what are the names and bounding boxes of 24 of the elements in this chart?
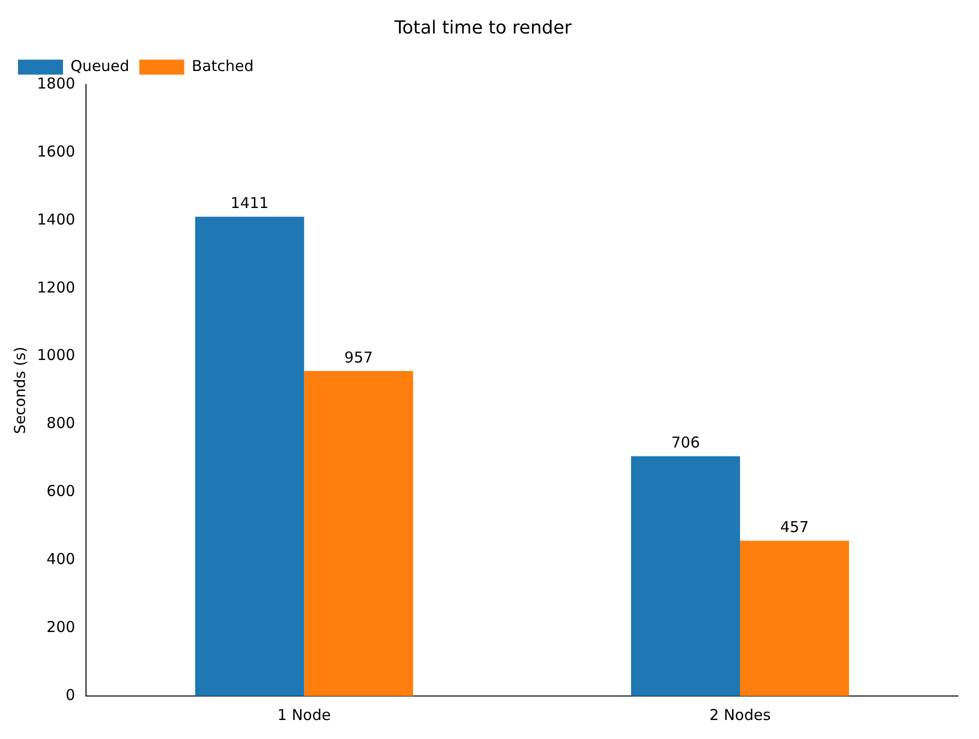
y-tick-label: 400: [46, 550, 76, 568]
y-axis-title: Seconds (s): [10, 346, 29, 434]
bar: [740, 540, 850, 696]
y-tick-label: 1800: [36, 74, 76, 92]
y-tick-label: 600: [46, 482, 76, 500]
y-tick-label: 1600: [36, 142, 76, 160]
legend-label: Batched: [192, 56, 254, 75]
x-tick-label: 1 Node: [277, 706, 331, 724]
y-tick-label: 1400: [36, 210, 76, 228]
data-label: 457: [780, 518, 809, 536]
y-tick-label: 1200: [36, 278, 76, 296]
y-tick-label: 200: [46, 618, 76, 636]
y-tick-label: 800: [46, 414, 76, 432]
y-tick-label: 0: [66, 686, 76, 704]
bar: [195, 216, 304, 696]
bar: [631, 456, 740, 696]
data-label: 957: [344, 348, 373, 366]
bar: [304, 370, 414, 696]
x-tick-label: 2 Nodes: [709, 706, 771, 724]
data-label: 706: [671, 434, 700, 452]
y-tick-label: 1000: [36, 346, 76, 364]
legend-label: Queued: [70, 56, 130, 75]
chart-title: Total time to render: [393, 17, 572, 38]
data-label: 1411: [230, 194, 269, 212]
